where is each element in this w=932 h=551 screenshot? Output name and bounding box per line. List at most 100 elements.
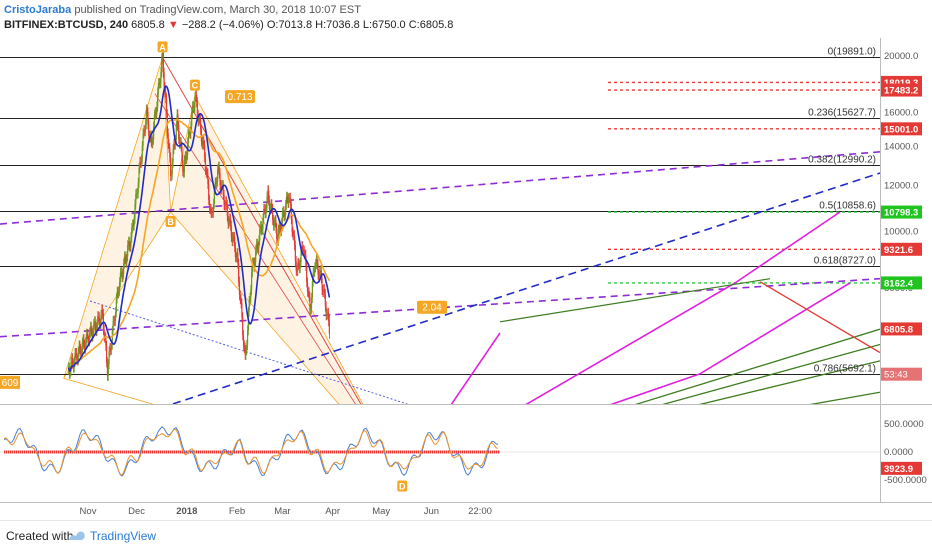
candle-body xyxy=(84,342,87,349)
candle-body xyxy=(91,330,93,337)
macd-histogram-bar xyxy=(376,450,378,454)
macd-histogram-bar xyxy=(206,450,208,454)
macd-histogram-bar xyxy=(394,450,396,454)
candle-body xyxy=(81,342,83,352)
price-label-text: 3923.9 xyxy=(884,464,913,475)
candle-body xyxy=(249,297,251,302)
candle-body xyxy=(293,235,296,246)
left-partial-label: 609 xyxy=(2,378,19,389)
macd-histogram-bar xyxy=(94,450,96,454)
candle-body xyxy=(184,156,186,160)
candle-body xyxy=(221,185,224,186)
macd-histogram-bar xyxy=(104,450,106,454)
candle-body xyxy=(157,83,160,93)
macd-histogram-bar xyxy=(22,450,24,454)
macd-histogram-bar xyxy=(218,450,220,454)
price-label-text: 6805.8 xyxy=(884,324,913,335)
macd-histogram-bar xyxy=(146,450,148,454)
macd-histogram-bar xyxy=(44,450,46,454)
macd-histogram-bar xyxy=(334,450,336,454)
candle-body xyxy=(93,324,95,334)
macd-histogram-bar xyxy=(186,450,188,454)
macd-histogram-bar xyxy=(16,450,18,454)
btc-chart[interactable]: 20000.018000.016000.014000.012000.010000… xyxy=(0,34,932,520)
candle-body xyxy=(298,262,300,265)
candle-body xyxy=(276,228,278,239)
candle-body xyxy=(233,236,235,238)
macd-histogram-bar xyxy=(90,450,92,454)
candle-body xyxy=(237,253,239,264)
candle-body xyxy=(318,274,320,278)
candle-body xyxy=(107,364,109,376)
macd-histogram-bar xyxy=(56,450,58,454)
candle-body xyxy=(141,146,143,160)
macd-axis-label: -500.0000 xyxy=(884,475,927,486)
candle-body xyxy=(309,296,311,311)
candle-body xyxy=(258,240,260,249)
macd-histogram-bar xyxy=(362,450,364,454)
candle-body xyxy=(113,320,115,322)
author-link[interactable]: CristoJaraba xyxy=(4,4,72,16)
macd-histogram-bar xyxy=(100,450,102,454)
macd-histogram-bar xyxy=(76,450,78,454)
price-label-badge xyxy=(881,205,922,219)
macd-histogram-bar xyxy=(282,450,284,454)
macd-histogram-bar xyxy=(306,450,308,454)
macd-histogram-bar xyxy=(62,450,64,454)
candle-body xyxy=(195,94,198,102)
candle-body xyxy=(323,289,326,294)
fib-label: 0(19891.0) xyxy=(828,47,876,58)
candle-body xyxy=(262,218,264,229)
macd-histogram-bar xyxy=(378,450,380,454)
macd-histogram-bar xyxy=(26,450,28,454)
candle-body xyxy=(182,159,184,172)
candle-body xyxy=(306,266,308,283)
fan-line xyxy=(662,343,880,404)
candle-body xyxy=(191,106,194,114)
price-label-text: 17483.2 xyxy=(884,86,918,97)
candle-body xyxy=(114,312,117,322)
candle-body xyxy=(254,261,256,267)
candle-body xyxy=(283,211,285,217)
candle-body xyxy=(282,211,284,213)
candle-body xyxy=(212,212,214,213)
candle-body xyxy=(101,309,103,316)
candle-body xyxy=(291,219,293,232)
candle-body xyxy=(146,109,148,113)
macd-histogram-bar xyxy=(156,450,158,454)
macd-histogram-bar xyxy=(144,450,146,454)
macd-histogram-bar xyxy=(40,450,42,454)
candle-body xyxy=(321,278,323,290)
macd-histogram-bar xyxy=(114,450,116,454)
candle-body xyxy=(127,245,129,257)
last-price: 6805.8 xyxy=(131,19,165,31)
x-tick-label: Mar xyxy=(274,506,290,517)
left-badge xyxy=(0,375,20,389)
macd-histogram-bar xyxy=(470,450,472,454)
macd-histogram-bar xyxy=(28,450,30,454)
macd-histogram-bar xyxy=(416,450,418,454)
candle-body xyxy=(148,124,150,136)
macd-histogram-bar xyxy=(336,450,338,454)
candle-body xyxy=(210,209,212,213)
tradingview-brand[interactable]: TradingView xyxy=(90,529,157,543)
macd-histogram-bar xyxy=(316,450,318,454)
macd-axis-label: 0.0000 xyxy=(884,447,913,458)
candle-body xyxy=(140,161,142,163)
candle-body xyxy=(101,309,104,314)
ohlc-values: O:7013.8 H:7036.8 L:6750.0 C:6805.8 xyxy=(266,19,454,31)
macd-histogram-bar xyxy=(348,450,350,454)
candle-body xyxy=(208,199,211,209)
macd-histogram-bar xyxy=(482,450,484,454)
candle-body xyxy=(300,250,302,263)
candle-body xyxy=(302,249,305,251)
macd-histogram-bar xyxy=(42,450,44,454)
candle-body xyxy=(288,197,290,203)
candle-body xyxy=(136,193,139,194)
price-label-text: 15001.0 xyxy=(884,124,918,135)
macd-histogram-bar xyxy=(82,450,84,454)
blue-dashed-trend xyxy=(169,172,880,404)
candle-body xyxy=(77,351,79,361)
macd-histogram-bar xyxy=(360,450,362,454)
price-label-text: 10798.3 xyxy=(884,208,918,219)
